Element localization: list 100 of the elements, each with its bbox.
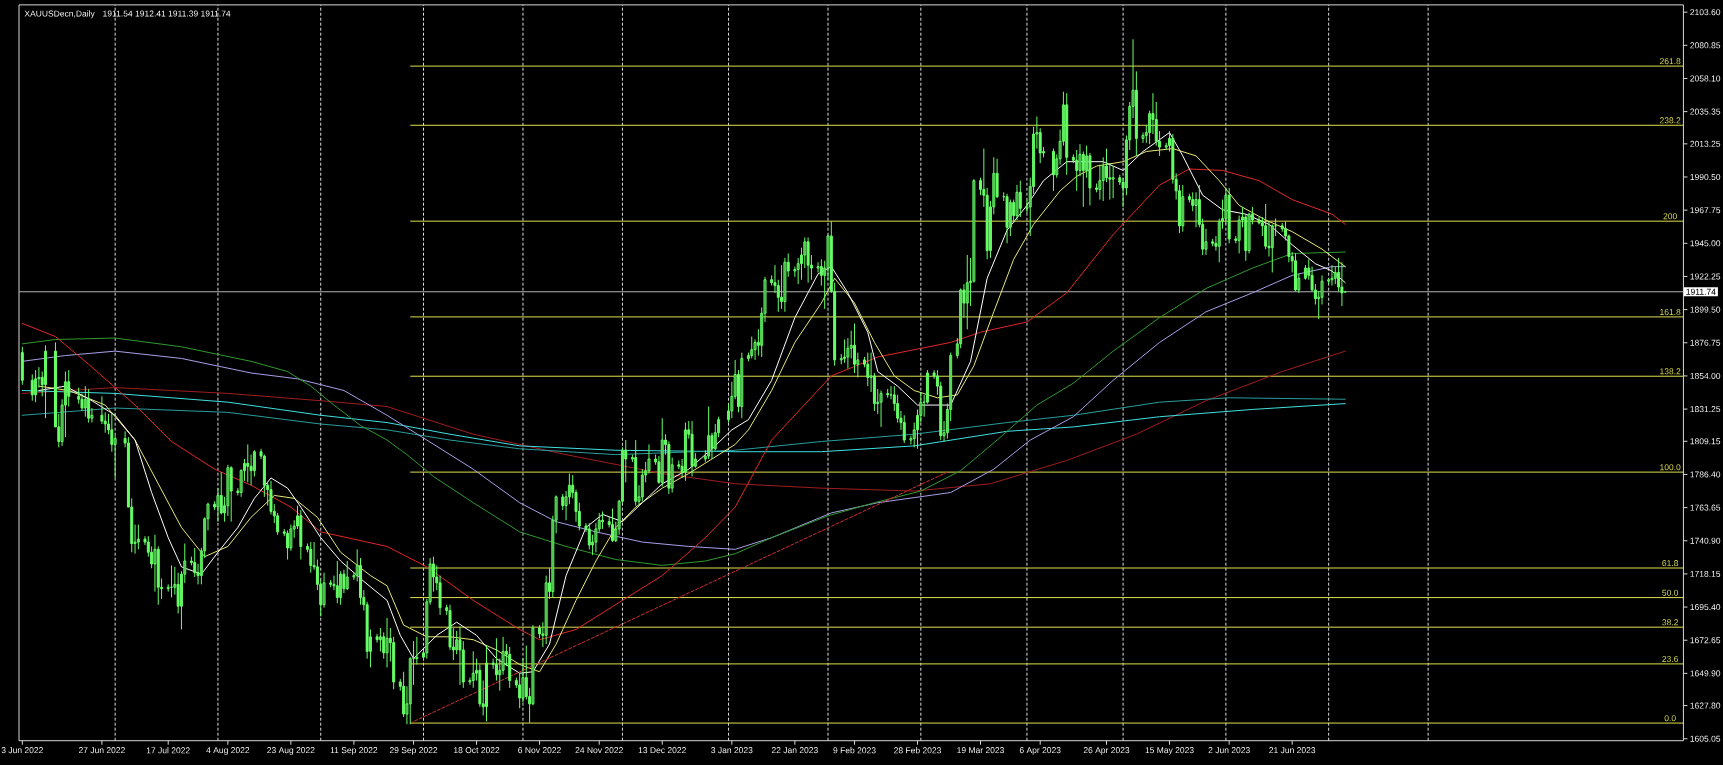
candlestick [20, 346, 24, 386]
y-tick-label: 2058.10 [1690, 75, 1721, 82]
annotation: 261.8 [1659, 58, 1681, 65]
x-tick-label: 29 Sep 2022 [389, 747, 438, 755]
candlestick [965, 254, 969, 330]
y-tick-label: 1922.25 [1690, 273, 1721, 280]
candlestick [508, 646, 512, 689]
candlestick [1111, 165, 1115, 199]
x-tick-label: 3 Jan 2023 [711, 747, 753, 754]
candlestick [1211, 238, 1215, 247]
candlestick [1018, 180, 1022, 218]
y-tick-label: 2103.60 [1690, 9, 1721, 16]
y-tick-label: 1899.50 [1690, 306, 1721, 313]
candlestick [634, 439, 638, 507]
text: 1911.54 1912.41 1911.39 1911.74 [103, 10, 231, 17]
candlestick [485, 645, 488, 722]
candlestick [329, 579, 333, 588]
candlestick [345, 560, 349, 591]
x-tick-label: 9 Feb 2023 [833, 747, 876, 754]
annotation: 138.2 [1660, 368, 1681, 375]
y-tick-label: 1605.05 [1690, 735, 1721, 742]
x-tick-label: 2 Jun 2023 [1208, 747, 1250, 754]
line-series [21, 350, 1346, 492]
candlestick [750, 336, 754, 359]
annotation: 23.6 [1662, 655, 1679, 663]
line-series [21, 397, 1346, 456]
annotation: 100.0 [1660, 464, 1681, 471]
y-tick-label: 2013.25 [1690, 140, 1721, 147]
candlestick [286, 529, 290, 561]
candlestick [610, 508, 614, 543]
x-tick-label: 27 Jun 2022 [78, 747, 125, 754]
candlestick [783, 257, 787, 313]
y-tick-label: 1740.90 [1690, 537, 1721, 544]
candlestick [30, 373, 34, 402]
y-tick-label: 1718.15 [1690, 570, 1721, 577]
x-tick-label: 26 Apr 2023 [1083, 747, 1130, 755]
candlestick [44, 344, 48, 419]
candlestick [1051, 148, 1055, 192]
y-tick-label: 1809.15 [1690, 438, 1721, 445]
y-tick-label: 1695.40 [1690, 604, 1721, 611]
candlestick [335, 560, 339, 604]
candlestick [170, 564, 174, 598]
y-tick-label: 1990.50 [1690, 173, 1721, 181]
y-tick-label: 1672.65 [1690, 637, 1721, 644]
annotation: 61.8 [1662, 560, 1679, 567]
x-tick-label: 18 Oct 2022 [454, 747, 500, 754]
x-tick-label: 22 Jan 2023 [771, 747, 818, 754]
candlestick [1294, 253, 1297, 292]
candlestick [660, 417, 664, 488]
annotation: 0.0 [1664, 715, 1676, 722]
y-tick-label: 1876.75 [1690, 339, 1721, 346]
y-tick-label: 1854.00 [1690, 372, 1721, 379]
x-tick-label: 17 Jul 2022 [146, 747, 190, 754]
candlestick [1181, 184, 1185, 233]
candlestick [1330, 264, 1334, 287]
candlestick [471, 650, 475, 689]
candlestick [309, 541, 313, 574]
candlestick [1227, 187, 1231, 244]
y-tick-label: 1763.65 [1690, 504, 1721, 511]
annotation: 200 [1663, 213, 1677, 220]
text: XAUUSDecn,Daily [24, 10, 95, 19]
candlestick [1065, 92, 1069, 176]
candlestick [886, 388, 890, 399]
candlestick [385, 617, 389, 668]
y-tick-label: 2035.35 [1690, 108, 1721, 115]
candlestick [299, 509, 303, 561]
y-tick-label: 1945.00 [1690, 240, 1721, 247]
candlestick [902, 414, 906, 444]
y-tick-label: 1786.40 [1690, 471, 1721, 478]
x-tick-label: 6 Nov 2022 [518, 747, 561, 754]
y-tick-label: 2080.85 [1690, 42, 1721, 49]
x-tick-label: 24 Nov 2022 [575, 747, 623, 754]
x-tick-label: 28 Feb 2023 [894, 747, 941, 754]
y-tick-label: 1649.90 [1690, 670, 1721, 677]
y-tick-label: 1831.25 [1690, 406, 1721, 413]
candlestick [683, 422, 687, 482]
candlestick [136, 524, 140, 550]
candlestick [229, 465, 233, 523]
candlestick [246, 443, 250, 483]
candlestick [34, 369, 38, 403]
candlestick [87, 388, 91, 424]
candlestick [707, 406, 711, 460]
y-tick-label: 1967.75 [1690, 207, 1721, 214]
x-tick-label: 11 Sep 2022 [330, 747, 378, 755]
candlestick [806, 236, 810, 284]
candlestick [879, 390, 883, 428]
ref-line-label: 1911.74 [1686, 288, 1716, 295]
candlestick [740, 352, 744, 419]
annotation: 38.2 [1662, 619, 1679, 626]
y-tick-label: 1627.80 [1690, 702, 1721, 709]
x-tick-label: 6 Apr 2023 [1019, 747, 1061, 755]
line-series [21, 390, 1346, 453]
x-tick-label: 15 May 2023 [1145, 747, 1194, 755]
candlestick [1340, 261, 1344, 307]
candlestick [853, 322, 857, 374]
annotation: 238.2 [1659, 117, 1681, 124]
candlestick [1005, 193, 1009, 244]
x-tick-label: 23 Aug 2022 [267, 747, 315, 755]
annotation: 161.8 [1660, 308, 1681, 316]
candlestick [1270, 223, 1274, 273]
